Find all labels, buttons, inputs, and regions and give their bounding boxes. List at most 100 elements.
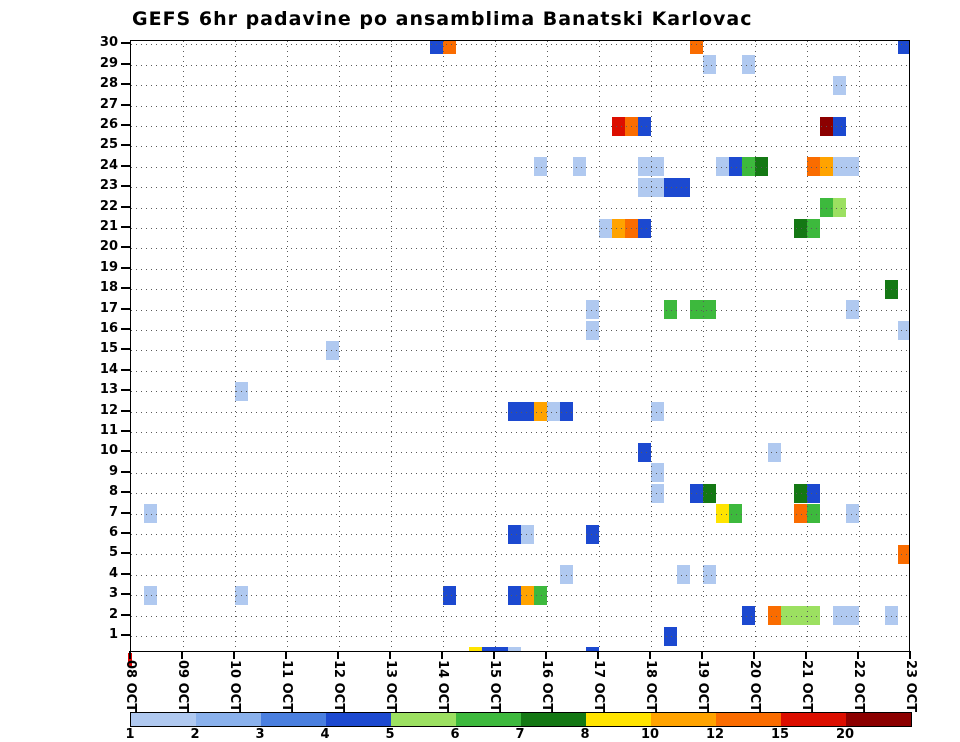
legend-segment — [781, 713, 846, 726]
y-axis-tick — [121, 124, 130, 126]
y-axis-tick — [121, 205, 130, 208]
grid-line-horizontal — [131, 85, 909, 87]
x-axis-label: 13 OCT — [382, 660, 398, 713]
y-axis-label: 26 — [99, 117, 118, 132]
x-axis-tick — [805, 651, 807, 659]
y-axis-label: 6 — [108, 525, 118, 540]
y-axis-tick — [121, 572, 130, 575]
y-axis-tick — [121, 511, 130, 514]
legend-label: 4 — [320, 727, 330, 742]
y-axis-tick — [121, 246, 130, 249]
x-axis-tick — [285, 651, 287, 659]
x-axis-tick — [597, 651, 599, 659]
x-axis-tick — [493, 651, 495, 659]
grid-line-horizontal — [131, 268, 909, 270]
y-axis-tick — [121, 266, 130, 269]
grid-line-horizontal — [131, 350, 909, 352]
y-axis-label: 15 — [99, 341, 118, 357]
y-axis-label: 9 — [108, 463, 118, 479]
x-axis-label: 16 OCT — [538, 660, 554, 713]
x-axis-label: 09 OCT — [174, 660, 190, 713]
legend-label: 5 — [385, 727, 395, 742]
y-axis-label: 12 — [99, 402, 118, 418]
y-axis-label: 1 — [108, 627, 118, 642]
grid-line-vertical — [651, 41, 652, 651]
legend-segment — [131, 713, 196, 726]
legend-label: 1 — [125, 727, 135, 742]
legend-label: 7 — [515, 727, 525, 742]
y-axis-tick — [121, 409, 130, 412]
y-axis-label: 28 — [99, 76, 118, 92]
grid-line-vertical — [183, 41, 184, 651]
y-axis-tick — [121, 491, 130, 494]
grid-line-horizontal — [131, 574, 909, 576]
grid-line-horizontal — [131, 636, 909, 637]
chart-title: GEFS 6hr padavine po ansamblima Banatski… — [132, 8, 753, 30]
x-axis-label: 12 OCT — [330, 660, 346, 713]
legend-segment — [391, 713, 456, 726]
y-axis-label: 18 — [99, 280, 118, 296]
y-axis-label: 23 — [99, 178, 118, 194]
x-axis-label: 15 OCT — [486, 660, 502, 713]
y-axis-tick — [121, 328, 130, 330]
y-axis-label: 5 — [108, 545, 118, 561]
grid-line-horizontal — [131, 105, 909, 107]
heatmap-cell — [898, 41, 909, 54]
legend-segment — [521, 713, 586, 726]
y-axis-label: 3 — [108, 586, 118, 602]
y-axis-tick — [121, 144, 130, 147]
y-axis-tick — [121, 287, 130, 290]
x-axis-label: 21 OCT — [798, 660, 814, 713]
grid-line-vertical — [755, 41, 756, 651]
y-axis-label: 11 — [99, 423, 118, 438]
y-axis-label: 2 — [108, 606, 118, 622]
x-axis-label: 10 OCT — [226, 660, 242, 713]
plot-area — [130, 40, 910, 652]
y-axis-tick — [121, 307, 130, 310]
y-axis-tick — [121, 552, 130, 555]
legend-segment — [326, 713, 391, 726]
grid-line-horizontal — [131, 554, 909, 556]
grid-line-horizontal — [131, 370, 909, 372]
grid-line-horizontal — [131, 228, 909, 229]
y-axis-label: 27 — [99, 96, 118, 112]
legend-label: 8 — [580, 727, 590, 742]
y-axis-label: 7 — [108, 504, 118, 520]
grid-line-vertical — [703, 41, 704, 651]
y-axis-label: 19 — [99, 259, 118, 275]
x-axis-label: 22 OCT — [850, 660, 866, 713]
legend-segment — [716, 713, 781, 726]
x-axis-tick — [545, 651, 547, 659]
heatmap-cell — [469, 646, 482, 651]
legend-segment — [456, 713, 521, 726]
y-axis-tick — [121, 185, 130, 188]
x-axis-label: 08 OCT — [122, 660, 138, 713]
x-axis-tick — [909, 651, 911, 659]
y-axis-tick — [121, 103, 130, 106]
y-axis-label: 14 — [99, 361, 118, 377]
legend-segment — [261, 713, 326, 726]
x-axis-label: 11 OCT — [278, 660, 294, 713]
y-axis-tick — [121, 450, 130, 453]
y-axis-label: 16 — [99, 321, 118, 336]
y-axis-label: 25 — [99, 137, 118, 153]
y-axis-label: 21 — [99, 219, 118, 234]
grid-line-vertical — [599, 41, 600, 651]
y-axis-label: 30 — [99, 35, 118, 51]
y-axis-label: 29 — [99, 55, 118, 71]
y-axis-label: 13 — [99, 382, 118, 398]
x-axis-label: 23 OCT — [902, 660, 918, 713]
current-time-marker — [128, 653, 132, 667]
legend-segment — [846, 713, 911, 726]
y-axis-tick — [121, 634, 130, 636]
grid-line-horizontal — [131, 534, 909, 535]
grid-line-horizontal — [131, 452, 909, 454]
y-axis-label: 10 — [99, 443, 118, 459]
x-axis-label: 18 OCT — [642, 660, 658, 713]
legend-segment — [196, 713, 261, 726]
x-axis-tick — [233, 651, 235, 659]
grid-line-vertical — [807, 41, 808, 651]
y-axis-tick — [121, 593, 130, 596]
legend-bar — [130, 712, 912, 727]
